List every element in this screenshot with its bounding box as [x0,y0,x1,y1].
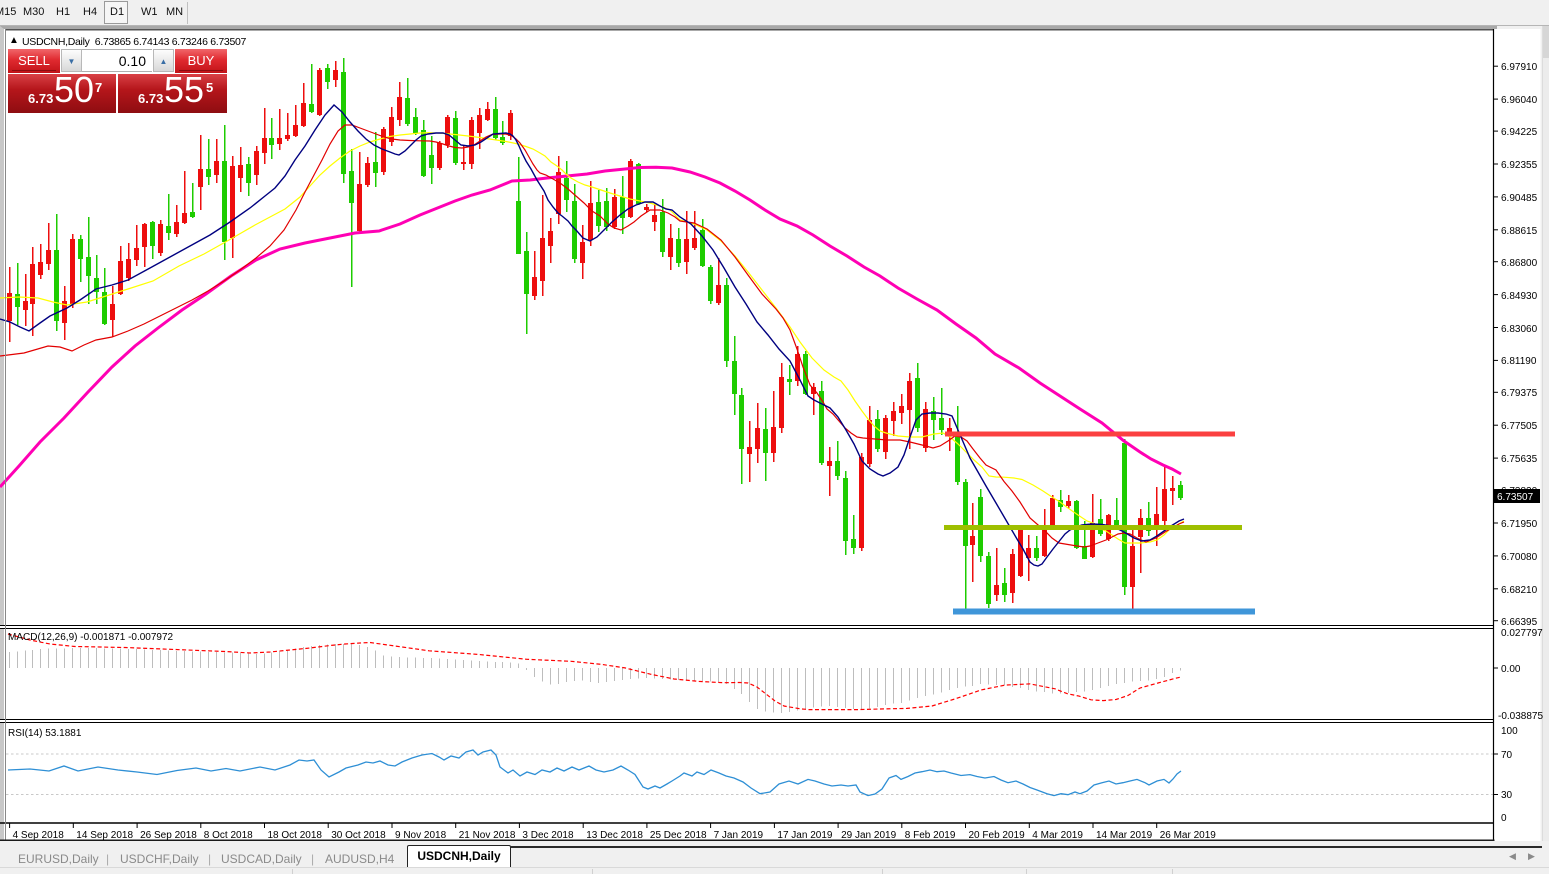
svg-text:6.94225: 6.94225 [1501,127,1538,138]
svg-text:18 Oct 2018: 18 Oct 2018 [268,830,323,841]
svg-text:9 Nov 2018: 9 Nov 2018 [395,830,447,841]
svg-text:14 Sep 2018: 14 Sep 2018 [76,830,133,841]
svg-text:13 Dec 2018: 13 Dec 2018 [586,830,643,841]
svg-text:17 Jan 2019: 17 Jan 2019 [777,830,832,841]
svg-text:6.81190: 6.81190 [1501,356,1537,367]
svg-text:4 Mar 2019: 4 Mar 2019 [1032,830,1083,841]
svg-text:6.97910: 6.97910 [1501,62,1538,73]
svg-text:30 Oct 2018: 30 Oct 2018 [331,830,386,841]
svg-text:RSI(14) 53.1881: RSI(14) 53.1881 [8,728,82,739]
svg-text:7 Jan 2019: 7 Jan 2019 [714,830,764,841]
svg-text:21 Nov 2018: 21 Nov 2018 [459,830,516,841]
svg-text:6.75635: 6.75635 [1501,454,1538,465]
svg-text:MACD(12,26,9) -0.001871 -0.007: MACD(12,26,9) -0.001871 -0.007972 [8,632,174,643]
svg-text:25 Dec 2018: 25 Dec 2018 [650,830,707,841]
svg-text:6.96040: 6.96040 [1501,95,1538,106]
svg-text:6.79375: 6.79375 [1501,388,1538,399]
svg-text:100: 100 [1501,726,1518,737]
svg-text:20 Feb 2019: 20 Feb 2019 [969,830,1026,841]
svg-text:0.00: 0.00 [1501,664,1521,675]
svg-text:6.71950: 6.71950 [1501,519,1538,530]
svg-text:4 Sep 2018: 4 Sep 2018 [13,830,65,841]
svg-text:6.68210: 6.68210 [1501,585,1538,596]
svg-text:14 Mar 2019: 14 Mar 2019 [1096,830,1153,841]
svg-text:8 Oct 2018: 8 Oct 2018 [204,830,253,841]
svg-text:26 Sep 2018: 26 Sep 2018 [140,830,197,841]
svg-text:6.66395: 6.66395 [1501,617,1538,628]
svg-text:6.84930: 6.84930 [1501,291,1538,302]
svg-text:▲: ▲ [9,35,19,46]
svg-text:8 Feb 2019: 8 Feb 2019 [905,830,956,841]
svg-text:-0.038875: -0.038875 [1498,711,1543,722]
svg-text:6.73507: 6.73507 [1497,492,1534,503]
svg-text:0.027797: 0.027797 [1501,628,1543,639]
svg-text:30: 30 [1501,790,1513,801]
svg-text:6.70080: 6.70080 [1501,552,1538,563]
svg-text:3 Dec 2018: 3 Dec 2018 [522,830,574,841]
svg-text:6.90485: 6.90485 [1501,193,1538,204]
svg-text:6.92355: 6.92355 [1501,160,1538,171]
svg-text:6.86800: 6.86800 [1501,258,1538,269]
svg-text:29 Jan 2019: 29 Jan 2019 [841,830,896,841]
svg-text:0: 0 [1501,813,1507,824]
svg-text:70: 70 [1501,750,1513,761]
svg-text:6.83060: 6.83060 [1501,324,1538,335]
svg-text:26 Mar 2019: 26 Mar 2019 [1160,830,1217,841]
svg-text:6.88615: 6.88615 [1501,226,1538,237]
svg-text:6.77505: 6.77505 [1501,421,1538,432]
